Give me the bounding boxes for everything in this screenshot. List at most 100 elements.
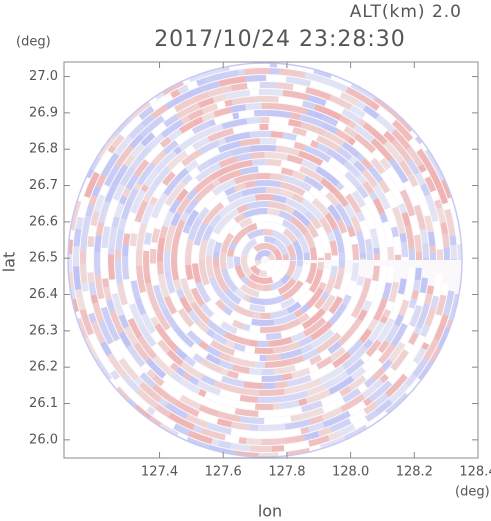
echo-cell [127,187,139,203]
echo-cell [237,373,262,382]
echo-cell [163,249,171,272]
echo-cell [179,394,202,410]
echo-cell [195,162,222,182]
echo-cell [173,423,191,436]
echo-cell [358,307,377,332]
echo-cell [248,273,274,285]
echo-cell [297,235,310,254]
echo-cell [356,211,366,223]
echo-cell [274,381,288,389]
echo-cell [258,289,281,298]
echo-cell [77,188,86,202]
echo-cell [198,388,207,398]
echo-cell [189,323,214,345]
echo-cell [288,119,302,128]
echo-cell [290,331,306,343]
echo-cell [363,105,380,120]
echo-cell [258,452,279,457]
echo-cell [292,170,307,181]
echo-cell [146,369,156,379]
echo-cell [233,304,254,318]
echo-cell [244,180,256,189]
echo-cell [178,231,189,258]
echo-cell [343,160,362,179]
echo-cell [232,364,250,374]
echo-cell [224,331,251,346]
echo-cell [136,162,156,186]
echo-cell [309,246,318,260]
echo-cell [152,410,176,429]
echo-cell [123,153,136,168]
echo-cell [413,184,427,205]
echo-cell [391,226,399,238]
echo-cell [305,130,319,141]
echo-cell [327,204,342,222]
echo-cell [448,293,459,321]
echo-cell [337,315,356,337]
echo-cell [186,330,203,346]
echo-cell [239,284,260,298]
echo-cell [97,135,116,159]
echo-cell [264,235,277,245]
echo-cell [175,188,189,203]
echo-cell [423,338,439,362]
echo-cell [247,223,258,232]
echo-cell [180,115,191,125]
echo-cell [282,90,309,101]
echo-cell [154,323,171,343]
echo-cell [87,272,95,283]
echo-cell [212,258,220,269]
echo-cell [307,94,327,107]
echo-cell [111,164,129,188]
echo-cell [239,394,258,403]
echo-cell [195,281,211,304]
echo-cell [198,340,209,351]
echo-cell [238,110,255,119]
echo-cell [219,252,227,262]
echo-cell [215,403,236,414]
echo-cell [303,175,324,192]
echo-cell [162,374,188,395]
echo-cell [234,234,251,257]
echo-cell [342,360,352,370]
echo-cell [213,113,234,125]
echo-cell [424,307,437,327]
echo-cell [200,427,226,441]
echo-cell [159,136,172,148]
echo-cell [94,252,101,276]
echo-cell [394,254,402,260]
echo-cell [184,145,196,156]
echo-cell [276,217,285,225]
echo-cell [434,199,443,210]
echo-cell [230,194,256,210]
echo-cell [257,396,282,403]
echo-cell [320,160,344,181]
echo-cell [368,100,380,111]
echo-cell [391,139,412,163]
echo-cell [198,68,222,79]
echo-cell [366,280,378,303]
echo-cell [187,217,203,241]
echo-cell [362,300,372,312]
echo-cell [146,184,158,197]
echo-cell [301,198,325,221]
echo-cell [119,166,136,187]
echo-cell [328,375,355,395]
echo-cell [290,355,305,365]
echo-cell [185,239,194,255]
echo-cell [193,222,208,246]
echo-cell [290,414,302,422]
echo-cell [79,249,87,264]
echo-cell [162,171,176,186]
echo-cell [224,99,233,107]
echo-cell [233,256,241,266]
echo-cell [174,96,196,113]
echo-cell [393,192,404,206]
echo-cell [333,274,344,290]
echo-cell [281,318,301,331]
echo-cell [139,381,162,403]
echo-cell [169,291,184,312]
echo-cell [398,159,413,177]
echo-cell [328,157,349,176]
echo-cell [451,259,458,260]
